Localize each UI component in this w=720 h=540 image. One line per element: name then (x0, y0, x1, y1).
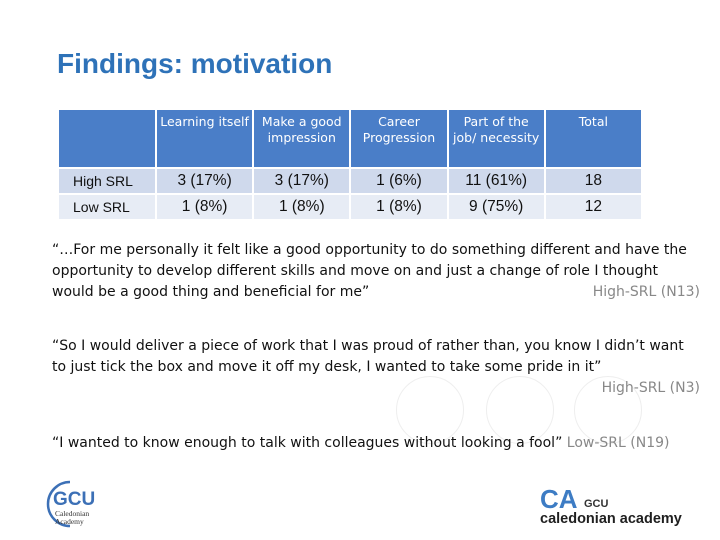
table-row-low-srl: Low SRL 1 (8%) 1 (8%) 1 (8%) 9 (75%) 12 (59, 195, 641, 219)
watermark-circle (574, 376, 642, 444)
quote-2: “So I would deliver a piece of work that… (52, 336, 700, 399)
logo-arc-icon (46, 480, 71, 528)
cell-part-of-job: 11 (61%) (448, 169, 544, 193)
header-part-of-job: Part of the job/ necessity (448, 110, 544, 167)
slide-title: Findings: motivation (57, 48, 333, 79)
caledonian-academy-logo: CA GCU caledonian academy (540, 484, 682, 526)
quote-source: Low-SRL (N19) (566, 435, 670, 451)
watermark-circle (486, 376, 554, 444)
logo-acronym: GCU (53, 489, 95, 510)
cell-total: 18 (545, 169, 641, 193)
table-header-row: Learning itself Make a good impression C… (59, 110, 641, 167)
cell-part-of-job: 9 (75%) (448, 195, 544, 219)
row-label: High SRL (59, 169, 155, 193)
logo-name: caledonian academy (540, 511, 682, 526)
table-row-high-srl: High SRL 3 (17%) 3 (17%) 1 (6%) 11 (61%)… (59, 169, 641, 193)
row-label: Low SRL (59, 195, 155, 219)
cell-learning-itself: 3 (17%) (157, 169, 253, 193)
cell-good-impression: 3 (17%) (254, 169, 350, 193)
quote-3: “I wanted to know enough to talk with co… (52, 433, 700, 454)
logo-small-acronym: GCU (584, 498, 609, 510)
header-learning-itself: Learning itself (157, 110, 253, 167)
quote-1: “…For me personally it felt like a good … (52, 240, 700, 303)
watermark-circle (396, 376, 464, 444)
logo-line-1: Caledonian (55, 509, 89, 518)
header-total: Total (545, 110, 641, 167)
header-good-impression: Make a good impression (254, 110, 350, 167)
cell-career-progression: 1 (6%) (351, 169, 447, 193)
cell-good-impression: 1 (8%) (254, 195, 350, 219)
quote-text: “I wanted to know enough to talk with co… (52, 435, 563, 451)
cell-learning-itself: 1 (8%) (157, 195, 253, 219)
logo-mark: CA (540, 484, 578, 514)
quote-text: “…For me personally it felt like a good … (52, 242, 687, 300)
header-blank-cell (59, 110, 155, 167)
quote-source: High-SRL (N13) (592, 284, 700, 300)
findings-table: Learning itself Make a good impression C… (57, 108, 643, 221)
gcu-caledonian-academy-logo: GCU Caledonian Academy (46, 480, 95, 528)
quote-text: “So I would deliver a piece of work that… (52, 338, 684, 375)
quote-source: High-SRL (N3) (601, 380, 700, 396)
cell-career-progression: 1 (8%) (351, 195, 447, 219)
header-career-progression: Career Progression (351, 110, 447, 167)
logo-line-2: Academy (55, 517, 84, 526)
cell-total: 12 (545, 195, 641, 219)
